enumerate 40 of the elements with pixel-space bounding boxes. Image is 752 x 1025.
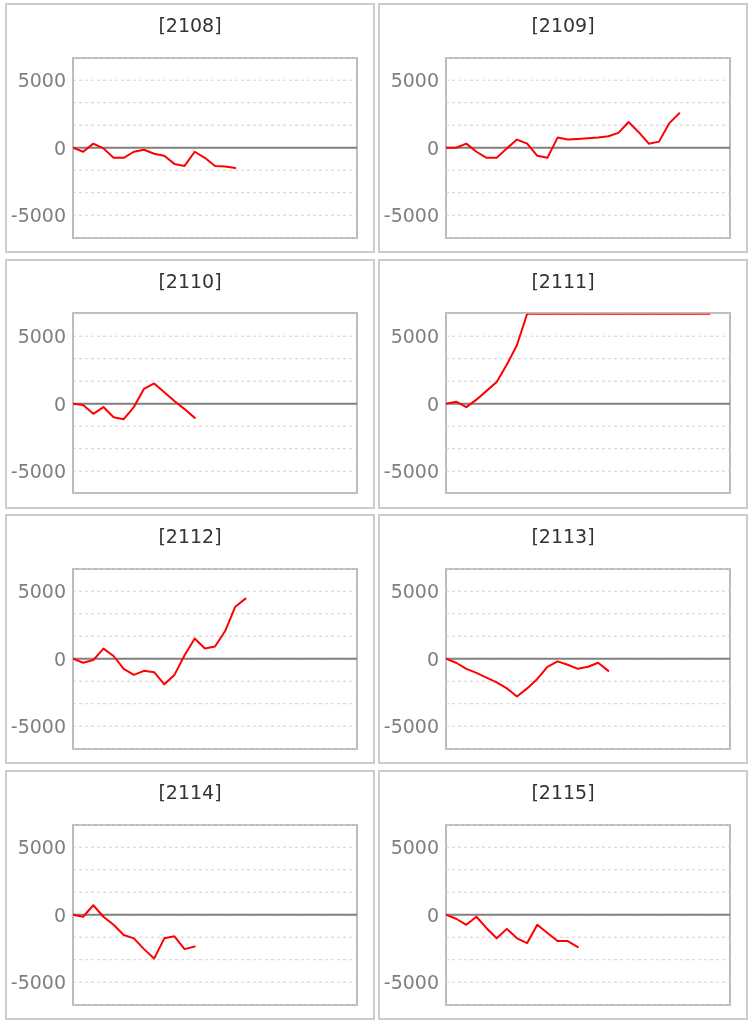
chart-title: [2115] <box>530 780 596 805</box>
y-tick-label: 0 <box>426 392 439 415</box>
line-series <box>446 658 610 698</box>
y-tick-label: 5000 <box>390 69 439 92</box>
y-tick-label: -5000 <box>383 459 439 482</box>
y-tick-label: 5000 <box>17 324 66 347</box>
chart-title: [2110] <box>157 268 223 293</box>
y-tick-label: -5000 <box>383 204 439 227</box>
y-tick-label: -5000 <box>383 971 439 994</box>
y-tick-label: 0 <box>426 136 439 159</box>
y-tick-label: 0 <box>426 903 439 926</box>
chart-title: [2114] <box>157 780 223 805</box>
line-series <box>446 112 681 159</box>
line-series <box>73 142 237 169</box>
y-tick-label: 5000 <box>17 836 66 859</box>
y-tick-label: 0 <box>53 392 66 415</box>
y-tick-label: 5000 <box>17 69 66 92</box>
line-series <box>73 598 247 686</box>
chart-title: [2109] <box>530 13 596 37</box>
y-tick-label: -5000 <box>383 715 439 738</box>
y-tick-label: 5000 <box>390 836 439 859</box>
line-series <box>446 313 711 408</box>
y-tick-label: 0 <box>53 136 66 159</box>
y-tick-label: 5000 <box>390 580 439 603</box>
y-tick-label: -5000 <box>10 459 66 482</box>
y-tick-label: -5000 <box>10 204 66 227</box>
y-tick-label: -5000 <box>10 715 66 738</box>
line-series <box>73 904 196 960</box>
y-tick-label: 5000 <box>17 580 66 603</box>
y-tick-label: -5000 <box>10 971 66 994</box>
y-tick-label: 0 <box>426 648 439 671</box>
line-series <box>446 913 579 949</box>
chart-title: [2111] <box>530 268 596 293</box>
line-series <box>73 382 196 420</box>
y-tick-label: 5000 <box>390 324 439 347</box>
y-tick-label: 0 <box>53 648 66 671</box>
chart-title: [2112] <box>157 524 223 549</box>
y-tick-label: 0 <box>53 903 66 926</box>
chart-title: [2108] <box>157 13 223 37</box>
chart-title: [2113] <box>530 524 596 549</box>
